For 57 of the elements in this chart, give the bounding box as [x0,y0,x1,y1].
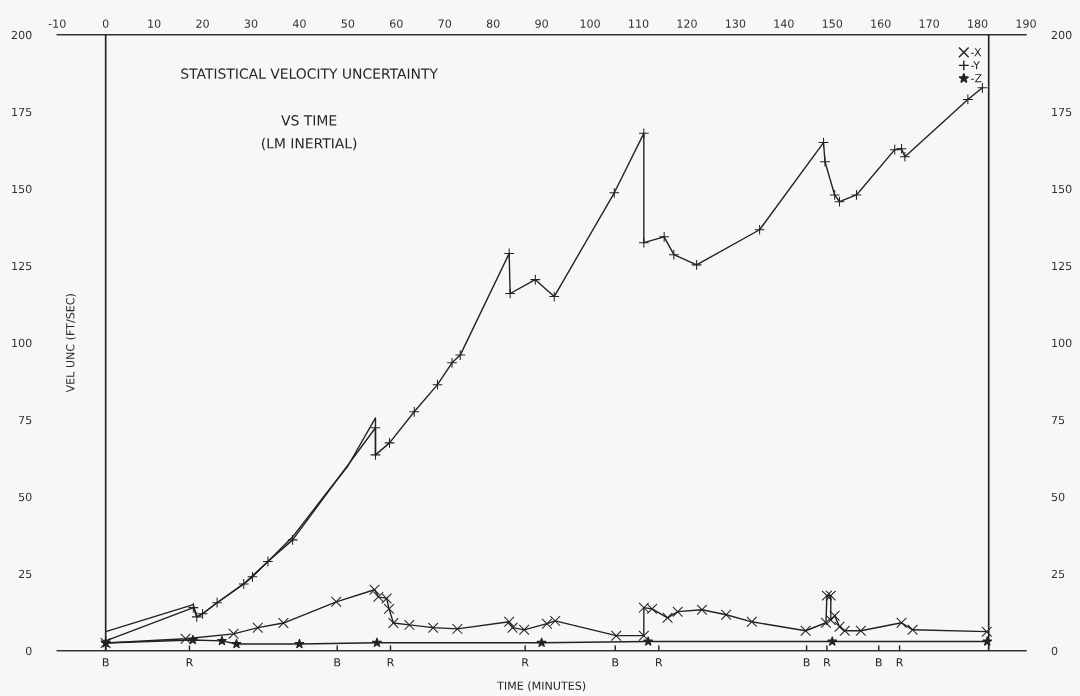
x-tick-label: 70 [438,19,452,28]
ref-line-label: R [656,658,663,667]
y-tick-label: 75 [19,415,32,425]
x-tick-label: 180 [968,19,988,28]
x-tick-label: 130 [725,19,746,28]
ref-line-label: B [803,658,810,667]
x-tick-label: 40 [292,19,306,28]
x-tick-label: 110 [629,19,649,28]
ref-line-label: B [102,658,109,667]
x-tick-label: 80 [486,19,500,28]
ref-line-label: R [387,658,395,667]
y-tick-label: 0 [25,646,32,656]
y-tick-label: 100 [12,338,32,348]
x-tick-label: 10 [148,19,161,28]
x-tick-label: 20 [196,19,209,28]
x-tick-label: 100 [580,19,600,28]
y-tick-label: 125 [12,261,32,271]
ref-line-label: R [522,658,529,667]
x-tick-label: 50 [341,19,355,28]
x-tick-label: 170 [919,19,939,28]
y2-tick-label: 125 [1052,261,1072,271]
y2-tick-label: 200 [1051,30,1072,40]
y2-tick-label: 150 [1052,184,1072,194]
ref-line-label: R [186,658,194,667]
legend-label: -Y [971,61,980,70]
legend-label: -Z [971,74,982,83]
x-tick-label: 60 [390,19,403,28]
ref-line-label: R [824,658,831,667]
y2-tick-label: 50 [1051,492,1065,502]
y-tick-label: 200 [11,30,32,40]
ref-line-label: B [612,658,619,667]
text: STATISTICAL VELOCITY UNCERTAINTY [181,68,438,79]
y-tick-label: 175 [12,107,32,117]
ref-line-label: B [334,658,341,667]
x-tick-label: 160 [871,19,891,28]
ref-line-label: R [896,658,904,667]
y-tick-label: 25 [18,569,32,579]
y2-tick-label: 100 [1052,338,1072,348]
x-tick-label: 190 [1016,19,1036,28]
text: VS TIME (LM INERTIAL) [261,115,357,151]
y2-tick-label: 25 [1051,569,1065,579]
x-axis-title: TIME (MINUTES) [497,681,586,692]
legend-label: -X [971,48,982,57]
y2-tick-label: 75 [1051,415,1065,425]
x-tick-label: 150 [822,19,843,28]
x-tick-label: 30 [244,19,258,28]
x-tick-label: -10 [48,19,66,28]
x-tick-label: 90 [535,19,548,28]
x-tick-label: 0 [102,19,109,28]
y2-tick-label: 175 [1052,107,1072,117]
x-tick-label: 120 [677,19,697,28]
ref-line-label: B [876,658,882,667]
y-tick-label: 50 [18,492,32,502]
y2-tick-label: 0 [1051,646,1058,656]
y-tick-label: 150 [12,184,32,194]
x-tick-label: 140 [774,19,794,28]
y-axis-title: VEL UNC (FT/SEC) [65,294,76,393]
